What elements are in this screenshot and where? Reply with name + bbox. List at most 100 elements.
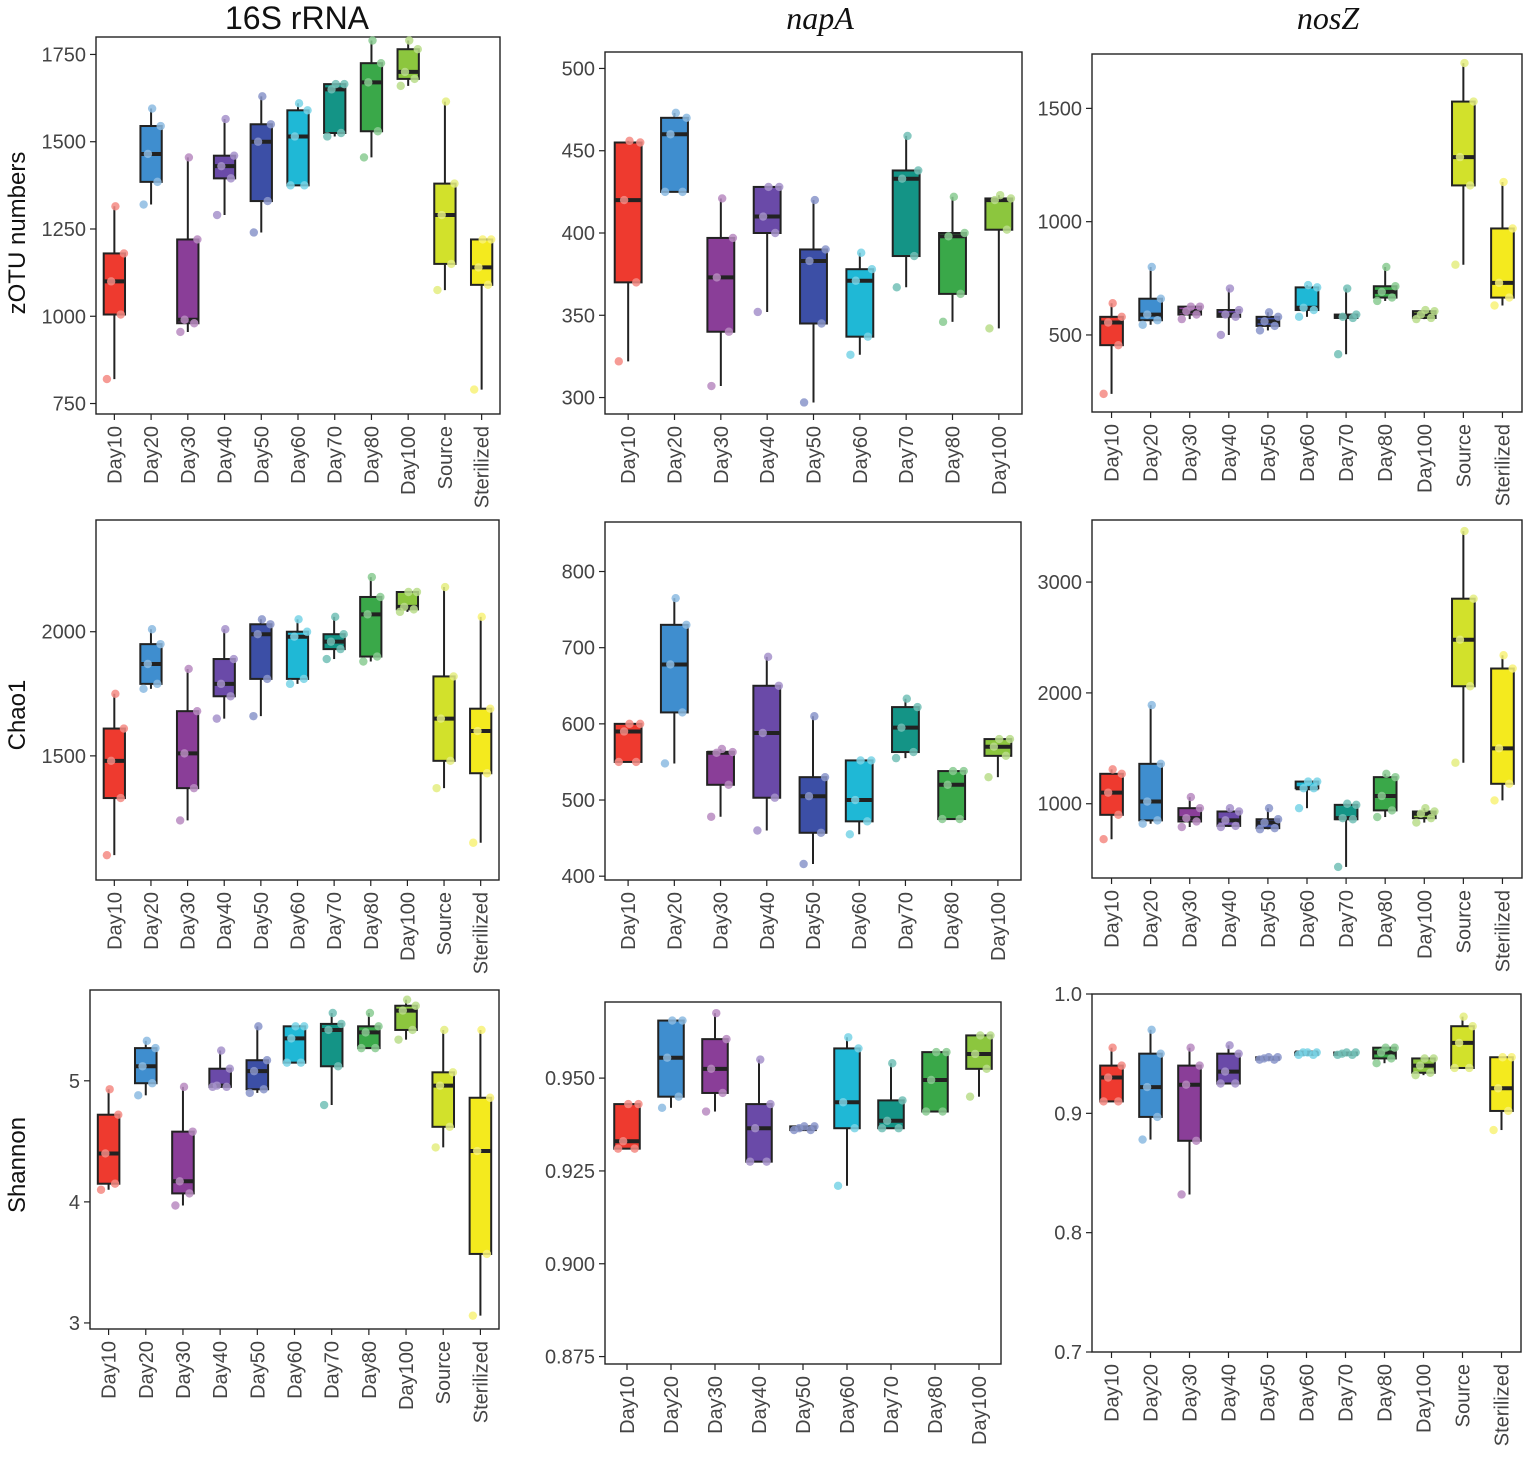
y-tick-label: 300 (562, 388, 595, 410)
x-tick-label-day60: Day60 (285, 1341, 307, 1399)
point-day40 (221, 114, 230, 124)
point-day70 (336, 644, 345, 654)
x-tick-label-day50: Day50 (251, 426, 273, 484)
point-day10 (1108, 765, 1117, 774)
point-day10 (634, 1099, 643, 1109)
point-day30 (724, 780, 733, 789)
point-sterilized (468, 1311, 478, 1320)
box-day60 (282, 1025, 307, 1064)
point-day40 (216, 679, 226, 689)
point-day70 (892, 283, 901, 292)
point-day50 (1273, 312, 1283, 322)
point-day20 (147, 625, 157, 634)
point-day10 (1114, 340, 1123, 350)
point-day10 (619, 195, 629, 205)
point-day70 (1333, 350, 1343, 359)
point-day40 (217, 1046, 226, 1055)
y-tick-label: 1750 (42, 44, 87, 66)
point-day20 (668, 1016, 677, 1025)
point-day70 (1342, 1048, 1351, 1057)
x-tick-label-day40: Day40 (1219, 1364, 1241, 1422)
point-day60 (856, 756, 865, 765)
point-sterilized (477, 612, 486, 622)
point-day50 (253, 137, 263, 146)
point-day30 (1192, 1136, 1201, 1145)
point-day20 (134, 1091, 143, 1100)
panel-8: 0.875 0.900 0.925 0.950 Day10 Day20 Day30 Day40… (545, 1001, 1002, 1445)
point-day100 (1411, 1070, 1420, 1080)
point-source (440, 582, 450, 592)
y-tick-label: 750 (53, 394, 86, 416)
point-day30 (1181, 1080, 1191, 1089)
point-day60 (1299, 784, 1308, 793)
point-day60 (300, 181, 309, 190)
point-day30 (707, 381, 716, 391)
point-day20 (657, 1103, 667, 1113)
x-tick-label-day80: Day80 (943, 426, 965, 484)
y-tick-label: 500 (1049, 325, 1082, 347)
point-day60 (838, 1098, 848, 1107)
column-title-nosz: nosZ (1296, 0, 1360, 36)
point-day50 (810, 195, 820, 205)
point-day100 (1426, 1068, 1435, 1077)
point-day80 (949, 192, 959, 201)
point-day70 (888, 1059, 897, 1068)
x-tick-label-day70: Day70 (895, 892, 917, 950)
x-tick-label-day50: Day50 (803, 892, 825, 950)
box-day80 (359, 62, 384, 133)
y-tick-label: 1250 (42, 219, 87, 241)
x-tick-label-day80: Day80 (1375, 1364, 1397, 1422)
point-sterilized (486, 704, 495, 713)
point-source (436, 714, 446, 723)
point-day100 (412, 587, 422, 597)
box-source (1451, 597, 1476, 688)
point-day60 (1303, 1048, 1312, 1057)
point-day40 (766, 1099, 775, 1109)
y-tick-label: 0.875 (545, 1347, 595, 1369)
box-source (1451, 100, 1476, 187)
x-tick-label-day80: Day80 (361, 892, 383, 950)
point-sterilized (485, 1093, 495, 1102)
point-day30 (176, 327, 185, 337)
y-tick-label: 3 (69, 1313, 80, 1335)
point-day50 (266, 120, 276, 129)
point-day60 (1313, 283, 1322, 292)
point-day100 (1005, 734, 1015, 744)
point-day10 (101, 1149, 110, 1158)
point-source (437, 210, 446, 220)
point-day30 (1177, 1190, 1186, 1199)
x-tick-label-day100: Day100 (989, 426, 1011, 495)
point-sterilized (1505, 293, 1514, 302)
box-sterilized (1490, 667, 1515, 785)
point-day10 (1117, 1061, 1126, 1070)
point-day50 (249, 1066, 259, 1076)
point-day20 (1156, 1049, 1165, 1058)
x-tick-label-day60: Day60 (849, 892, 871, 950)
x-tick-label-day70: Day70 (322, 1341, 344, 1399)
point-day100 (394, 1035, 403, 1044)
point-day30 (718, 1088, 727, 1098)
point-day30 (180, 315, 189, 324)
point-day60 (299, 674, 309, 684)
point-day20 (674, 1092, 683, 1101)
point-day70 (1352, 800, 1361, 810)
point-day20 (671, 593, 680, 603)
point-day80 (938, 814, 947, 824)
point-day70 (322, 654, 331, 664)
point-day80 (942, 1047, 951, 1057)
point-day70 (910, 251, 919, 261)
point-day30 (706, 812, 716, 821)
point-day10 (106, 756, 116, 766)
point-day60 (850, 1124, 859, 1133)
point-day100 (1420, 1054, 1429, 1063)
point-source (1465, 1063, 1474, 1073)
point-day80 (948, 766, 958, 776)
point-day60 (1299, 303, 1308, 312)
point-day60 (290, 632, 299, 641)
point-day80 (956, 289, 965, 299)
point-source (447, 259, 456, 269)
point-day80 (1387, 1054, 1396, 1063)
x-tick-label-sterilized: Sterilized (470, 1341, 492, 1423)
x-tick-label-day10: Day10 (104, 426, 126, 484)
point-day40 (1216, 1079, 1225, 1088)
